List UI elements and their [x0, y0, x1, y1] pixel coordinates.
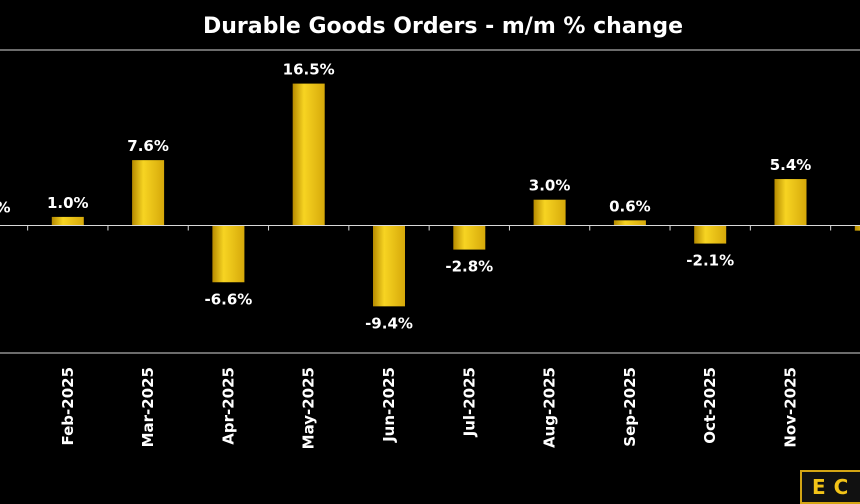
tick-label-sep-2025: Sep-2025 [621, 367, 639, 447]
bar-oct-2025 [694, 225, 727, 244]
tick-label-nov-2025: Nov-2025 [782, 367, 800, 448]
bars-group [27, 83, 860, 307]
data-label-jun-2025: -9.4% [365, 314, 413, 332]
tick-label-jul-2025: Jul-2025 [460, 367, 478, 437]
tick-label-mar-2025: Mar-2025 [139, 367, 157, 447]
bar-apr-2025 [212, 225, 245, 283]
data-label-jan-2025: % [0, 199, 11, 217]
bar-nov-2025 [774, 179, 807, 226]
data-label-aug-2025: 3.0% [529, 177, 571, 195]
data-label-apr-2025: -6.6% [204, 290, 252, 308]
tick-label-oct-2025: Oct-2025 [701, 367, 719, 444]
logo: EC [800, 470, 860, 504]
tick-label-may-2025: May-2025 [300, 367, 318, 449]
bar-jun-2025 [373, 225, 405, 307]
bar-dec-2025 [854, 225, 860, 231]
data-label-oct-2025: -2.1% [686, 252, 734, 270]
data-labels-group: % 1.0% 7.6% -6.6% 16.5% -9.4% -2.8% 3.0% 0.6% -2.… [0, 61, 812, 333]
tick-label-apr-2025: Apr-2025 [219, 367, 237, 445]
data-label-nov-2025: 5.4% [770, 156, 812, 174]
tick-label-aug-2025: Aug-2025 [541, 367, 559, 448]
bar-may-2025 [292, 83, 325, 226]
tick-labels-group: Feb-2025 Mar-2025 Apr-2025 May-2025 Jun-2025… [59, 367, 800, 449]
tick-label-feb-2025: Feb-2025 [59, 367, 77, 446]
data-label-feb-2025: 1.0% [47, 194, 89, 212]
bar-feb-2025 [51, 216, 84, 226]
data-label-may-2025: 16.5% [283, 61, 335, 79]
bar-mar-2025 [132, 160, 165, 226]
bar-aug-2025 [533, 199, 566, 226]
data-label-sep-2025: 0.6% [609, 197, 651, 215]
bar-jul-2025 [453, 225, 486, 250]
data-label-mar-2025: 7.6% [127, 137, 169, 155]
bar-sep-2025 [613, 220, 646, 226]
data-label-jul-2025: -2.8% [445, 258, 493, 276]
chart-title: Durable Goods Orders - m/m % change [203, 14, 683, 39]
tick-label-jun-2025: Jun-2025 [380, 367, 398, 443]
